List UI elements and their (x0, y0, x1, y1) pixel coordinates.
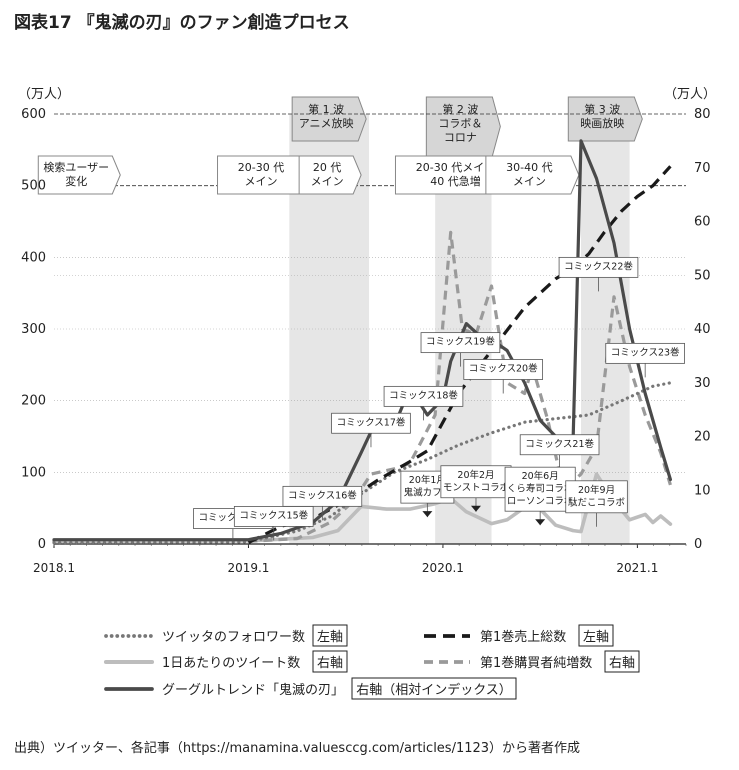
phase-box (298, 155, 362, 195)
series-4 (248, 230, 672, 543)
left-tick-label: 300 (21, 322, 46, 337)
annotation-marker-icon (470, 505, 481, 512)
legend-axis-box-1 (312, 624, 348, 647)
annotation-label-9: コミックス22巻 (564, 260, 633, 272)
wave-label-box (425, 96, 501, 157)
series-3 (52, 472, 673, 544)
right-tick-label: 50 (694, 268, 711, 283)
annotation-label-5: コミックス18巻 (389, 389, 458, 401)
annotation-box (605, 342, 685, 364)
legend-label-2: 第1巻売上総数 (480, 629, 566, 645)
annotation-label-8: コミックス21巻 (525, 438, 594, 450)
annotation-label-2: コミックス15巻 (239, 509, 308, 521)
legend-axis-note-5: 右軸（相対インデックス） (356, 682, 512, 698)
phase-box (37, 155, 121, 195)
legend-label-3: 1日あたりのツイート数 (162, 656, 300, 671)
right-tick-label: 80 (694, 107, 711, 122)
left-tick-label: 400 (21, 250, 46, 265)
annotation-box (519, 434, 600, 456)
legend-axis-box-5 (351, 677, 517, 700)
x-tick-label: 2018.1 (33, 561, 75, 575)
x-tick-label: 2020.1 (422, 561, 464, 575)
phase-label-3: 20 代メイン (311, 161, 344, 188)
left-tick-label: 0 (38, 537, 46, 552)
annotation-label-3: コミックス16巻 (288, 489, 357, 501)
annotation-marker-icon (422, 511, 433, 518)
annotation-label-10: コミックス23巻 (611, 346, 680, 358)
right-tick-label: 60 (694, 215, 711, 230)
x-tick-label: 2019.1 (227, 561, 269, 575)
legend-label-1: ツイッタのフォロワー数 (162, 630, 305, 645)
annotation-label-13: 20年6月くら寿司コラボローソンコラボ (507, 470, 574, 507)
wave-label-box (567, 96, 643, 142)
annotation-label-14: 20年9月駄だこコラボ (568, 484, 626, 509)
annotation-box (331, 412, 411, 434)
figure-title: 図表17 『鬼滅の刃』のファン創造プロセス (14, 12, 350, 33)
left-axis-unit: （万人） (18, 87, 70, 102)
left-tick-label: 200 (21, 394, 46, 409)
annotation-box (565, 480, 628, 514)
legend-axis-note-2: 左軸 (583, 630, 609, 645)
wave-label-2: 第 2 波コラボ＆コロナ (438, 102, 482, 144)
legend-label-5: グーグルトレンド「鬼滅の刃」 (162, 682, 344, 698)
right-tick-label: 20 (694, 430, 711, 445)
left-tick-label: 600 (21, 107, 46, 122)
legend-axis-box-4 (604, 650, 640, 673)
legend-axis-note-1: 左軸 (317, 630, 343, 645)
annotation-label-12: 20年2月モンストコラボ (443, 469, 510, 494)
gridlines: 検索ユーザー変化 20-30 代メイン 20 代メイン 20-30 代メイン 40 代急… (37, 113, 686, 473)
phase-label-1: 検索ユーザー変化 (43, 160, 109, 188)
annotation-box (463, 359, 544, 380)
phase-label-5: 30-40 代メイン (506, 161, 552, 188)
right-tick-label: 0 (694, 537, 702, 552)
right-tick-label: 10 (694, 483, 711, 498)
wave-label-3: 第 3 波映画放映 (580, 102, 624, 130)
legend-axis-box-3 (312, 650, 348, 673)
annotation-box (558, 256, 639, 278)
annotation-box (233, 506, 314, 527)
annotation-box (504, 466, 576, 512)
phase-box (485, 155, 580, 195)
annotation-box (383, 385, 464, 407)
left-tick-label: 500 (21, 179, 46, 194)
phase-label-4: 20-30 代メイン 40 代急増 (416, 161, 495, 188)
source-note: 出典）ツイッター、各記事（https://manamina.valuesccg.… (14, 740, 580, 756)
left-tick-label: 100 (21, 465, 46, 480)
right-axis-unit: （万人） (664, 87, 716, 102)
annotations: コミックス14巻コミックス15巻コミックス16巻コミックス17巻コミックス18巻… (193, 256, 685, 543)
annotation-label-6: コミックス19巻 (426, 336, 495, 348)
right-tick-label: 70 (694, 161, 711, 176)
right-tick-label: 30 (694, 376, 711, 391)
axes: 0 100 200 300 400 500 600 0 10 20 30 40 50 60 70 80 2018… (21, 107, 710, 575)
annotation-box (282, 485, 363, 507)
annotation-label-4: コミックス17巻 (337, 416, 406, 428)
legend-axis-box-2 (578, 624, 614, 647)
legend-label-4: 第1巻購買者純増数 (480, 656, 592, 671)
annotation-box (420, 332, 501, 354)
right-tick-label: 40 (694, 322, 711, 337)
wave-label-1: 第 1 波アニメ放映 (299, 102, 354, 130)
annotation-marker-icon (535, 519, 546, 526)
phase-label-2: 20-30 代メイン (238, 161, 284, 188)
legend-axis-note-4: 右軸 (609, 656, 635, 671)
wave-label-box (291, 96, 367, 142)
series-5 (52, 139, 672, 542)
x-tick-label: 2021.1 (616, 561, 658, 575)
legend-axis-note-3: 右軸 (317, 656, 343, 671)
annotation-label-7: コミックス20巻 (469, 363, 538, 375)
annotation-label-11: 20年1月鬼滅カフェ (404, 474, 452, 499)
